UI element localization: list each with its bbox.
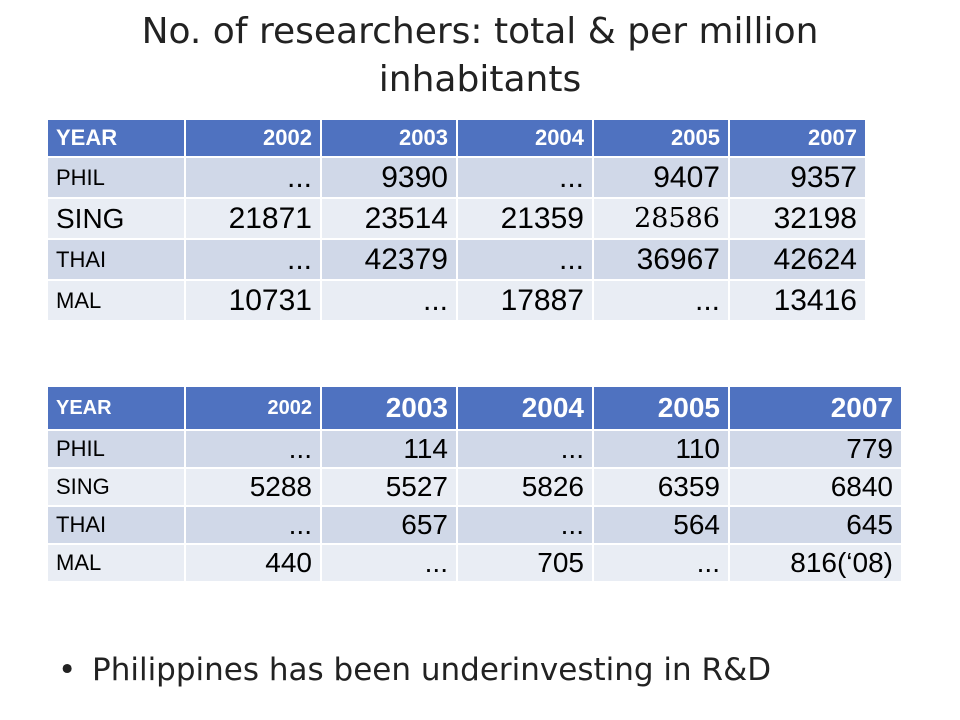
cell-value: 5527: [321, 468, 458, 507]
cell-value: ...: [593, 544, 730, 583]
table-header-row: YEAR 2002 2003 2004 2005 2007: [48, 120, 867, 158]
cell-value: 9390: [321, 157, 458, 199]
bullet-point: • Philippines has been underinvesting in …: [58, 648, 771, 692]
table-row: MAL 10731 ... 17887 ... 13416: [48, 280, 867, 322]
cell-value: 17887: [457, 280, 594, 322]
cell-value: 6359: [593, 468, 730, 507]
row-label: PHIL: [48, 157, 186, 199]
bullet-text: Philippines has been underinvesting in R…: [92, 652, 772, 688]
row-label: SING: [48, 468, 186, 507]
cell-value: 9407: [593, 157, 730, 199]
cell-value: ...: [457, 506, 594, 545]
cell-value: 42624: [729, 239, 867, 281]
cell-value: 779: [729, 430, 903, 469]
cell-value: 5826: [457, 468, 594, 507]
row-label: THAI: [48, 239, 186, 281]
table-row: THAI ... 657 ... 564 645: [48, 506, 903, 545]
header-2007: 2007: [729, 120, 867, 158]
row-label: SING: [48, 198, 186, 240]
header-2002: 2002: [185, 387, 322, 431]
cell-value: 28586: [593, 198, 730, 240]
header-2004: 2004: [457, 387, 594, 431]
cell-value: 10731: [185, 280, 322, 322]
cell-value: 36967: [593, 239, 730, 281]
header-year: YEAR: [48, 387, 186, 431]
table-header-row: YEAR 2002 2003 2004 2005 2007: [48, 387, 903, 431]
researchers-per-million-table: YEAR 2002 2003 2004 2005 2007 PHIL ... 1…: [48, 387, 903, 583]
header-2002: 2002: [185, 120, 322, 158]
cell-value: ...: [321, 544, 458, 583]
researchers-total-table: YEAR 2002 2003 2004 2005 2007 PHIL ... 9…: [48, 120, 867, 322]
table-row: THAI ... 42379 ... 36967 42624: [48, 239, 867, 281]
cell-value: 705: [457, 544, 594, 583]
table-row: PHIL ... 114 ... 110 779: [48, 430, 903, 469]
cell-value: 9357: [729, 157, 867, 199]
bullet-marker: •: [58, 652, 77, 688]
cell-value: 440: [185, 544, 322, 583]
cell-value: ...: [185, 157, 322, 199]
cell-value: 42379: [321, 239, 458, 281]
header-2007: 2007: [729, 387, 903, 431]
table-row: MAL 440 ... 705 ... 816(‘08): [48, 544, 903, 583]
cell-value: 6840: [729, 468, 903, 507]
table-row: PHIL ... 9390 ... 9407 9357: [48, 157, 867, 199]
cell-value: 110: [593, 430, 730, 469]
cell-value: 5288: [185, 468, 322, 507]
cell-value: 21871: [185, 198, 322, 240]
table-row: SING 21871 23514 21359 28586 32198: [48, 198, 867, 240]
cell-value: 645: [729, 506, 903, 545]
cell-value: 816(‘08): [729, 544, 903, 583]
header-2005: 2005: [593, 120, 730, 158]
cell-value: ...: [457, 157, 594, 199]
cell-value: ...: [593, 280, 730, 322]
cell-value: 23514: [321, 198, 458, 240]
header-2004: 2004: [457, 120, 594, 158]
cell-value: 564: [593, 506, 730, 545]
cell-value: ...: [185, 506, 322, 545]
cell-value: 13416: [729, 280, 867, 322]
cell-value: ...: [185, 430, 322, 469]
cell-value: 21359: [457, 198, 594, 240]
slide-title: No. of researchers: total & per million …: [141, 11, 819, 100]
row-label: MAL: [48, 544, 186, 583]
header-2005: 2005: [593, 387, 730, 431]
header-year: YEAR: [48, 120, 186, 158]
table-row: SING 5288 5527 5826 6359 6840: [48, 468, 903, 507]
header-2003: 2003: [321, 387, 458, 431]
row-label: PHIL: [48, 430, 186, 469]
row-label: MAL: [48, 280, 186, 322]
cell-value: 114: [321, 430, 458, 469]
cell-value: ...: [185, 239, 322, 281]
cell-value: ...: [321, 280, 458, 322]
row-label: THAI: [48, 506, 186, 545]
header-2003: 2003: [321, 120, 458, 158]
cell-value: 32198: [729, 198, 867, 240]
cell-value: ...: [457, 430, 594, 469]
cell-value: 657: [321, 506, 458, 545]
cell-value: ...: [457, 239, 594, 281]
